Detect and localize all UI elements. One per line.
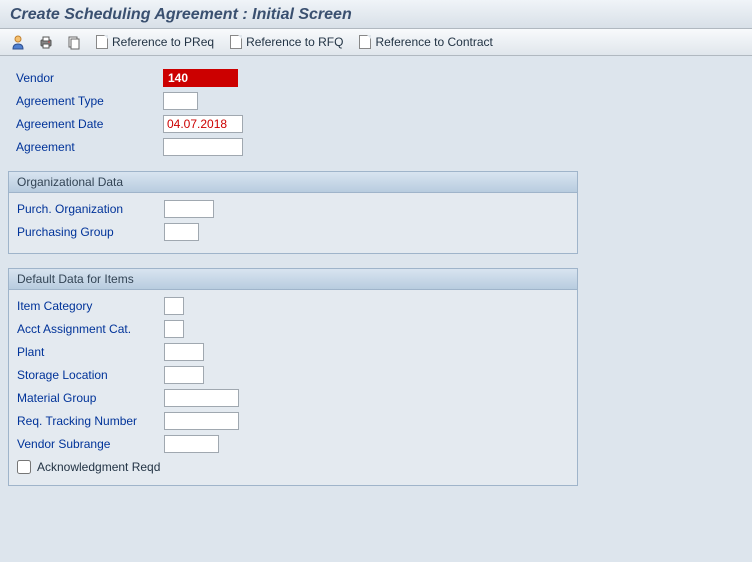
vendor-row: Vendor xyxy=(8,68,744,88)
ref-contract-label: Reference to Contract xyxy=(375,35,492,49)
adate-input[interactable] xyxy=(163,115,243,133)
title-bar: Create Scheduling Agreement : Initial Sc… xyxy=(0,0,752,29)
ref-rfq-label: Reference to RFQ xyxy=(246,35,343,49)
vendsub-label: Vendor Subrange xyxy=(9,437,164,451)
storage-label: Storage Location xyxy=(9,368,164,382)
reqtrk-row: Req. Tracking Number xyxy=(9,411,577,431)
ref-rfq-button[interactable]: Reference to RFQ xyxy=(226,33,347,51)
purch-org-row: Purch. Organization xyxy=(9,199,577,219)
org-data-group: Organizational Data Purch. Organization … xyxy=(8,171,578,254)
agreement-input[interactable] xyxy=(163,138,243,156)
adate-label: Agreement Date xyxy=(8,117,163,131)
content-area: Vendor Agreement Type Agreement Date Agr… xyxy=(0,56,752,562)
purch-grp-row: Purchasing Group xyxy=(9,222,577,242)
acct-cat-row: Acct Assignment Cat. xyxy=(9,319,577,339)
toolbar: Reference to PReq Reference to RFQ Refer… xyxy=(0,29,752,56)
document-icon xyxy=(96,35,108,49)
matgrp-row: Material Group xyxy=(9,388,577,408)
ack-row: Acknowledgment Reqd xyxy=(9,457,577,477)
purch-grp-label: Purchasing Group xyxy=(9,225,164,239)
vendor-label: Vendor xyxy=(8,71,163,85)
ack-label: Acknowledgment Reqd xyxy=(37,460,160,474)
copy-icon[interactable] xyxy=(64,32,84,52)
document-icon xyxy=(230,35,242,49)
print-icon[interactable] xyxy=(36,32,56,52)
item-cat-label: Item Category xyxy=(9,299,164,313)
ref-preq-label: Reference to PReq xyxy=(112,35,214,49)
purch-org-label: Purch. Organization xyxy=(9,202,164,216)
atype-row: Agreement Type xyxy=(8,91,744,111)
agreement-label: Agreement xyxy=(8,140,163,154)
item-cat-row: Item Category xyxy=(9,296,577,316)
default-data-body: Item Category Acct Assignment Cat. Plant… xyxy=(9,290,577,485)
storage-input[interactable] xyxy=(164,366,204,384)
agreement-row: Agreement xyxy=(8,137,744,157)
ref-contract-button[interactable]: Reference to Contract xyxy=(355,33,496,51)
plant-row: Plant xyxy=(9,342,577,362)
atype-label: Agreement Type xyxy=(8,94,163,108)
matgrp-label: Material Group xyxy=(9,391,164,405)
item-cat-input[interactable] xyxy=(164,297,184,315)
vendor-input[interactable] xyxy=(163,69,238,87)
default-data-header: Default Data for Items xyxy=(9,269,577,290)
acct-cat-input[interactable] xyxy=(164,320,184,338)
ack-checkbox[interactable] xyxy=(17,460,31,474)
vendsub-row: Vendor Subrange xyxy=(9,434,577,454)
page-title: Create Scheduling Agreement : Initial Sc… xyxy=(10,6,742,24)
org-data-body: Purch. Organization Purchasing Group xyxy=(9,193,577,253)
purch-org-input[interactable] xyxy=(164,200,214,218)
user-icon[interactable] xyxy=(8,32,28,52)
org-data-header: Organizational Data xyxy=(9,172,577,193)
matgrp-input[interactable] xyxy=(164,389,239,407)
document-icon xyxy=(359,35,371,49)
default-data-group: Default Data for Items Item Category Acc… xyxy=(8,268,578,486)
adate-row: Agreement Date xyxy=(8,114,744,134)
storage-row: Storage Location xyxy=(9,365,577,385)
ref-preq-button[interactable]: Reference to PReq xyxy=(92,33,218,51)
reqtrk-label: Req. Tracking Number xyxy=(9,414,164,428)
plant-label: Plant xyxy=(9,345,164,359)
reqtrk-input[interactable] xyxy=(164,412,239,430)
purch-grp-input[interactable] xyxy=(164,223,199,241)
plant-input[interactable] xyxy=(164,343,204,361)
atype-input[interactable] xyxy=(163,92,198,110)
vendsub-input[interactable] xyxy=(164,435,219,453)
acct-cat-label: Acct Assignment Cat. xyxy=(9,322,164,336)
